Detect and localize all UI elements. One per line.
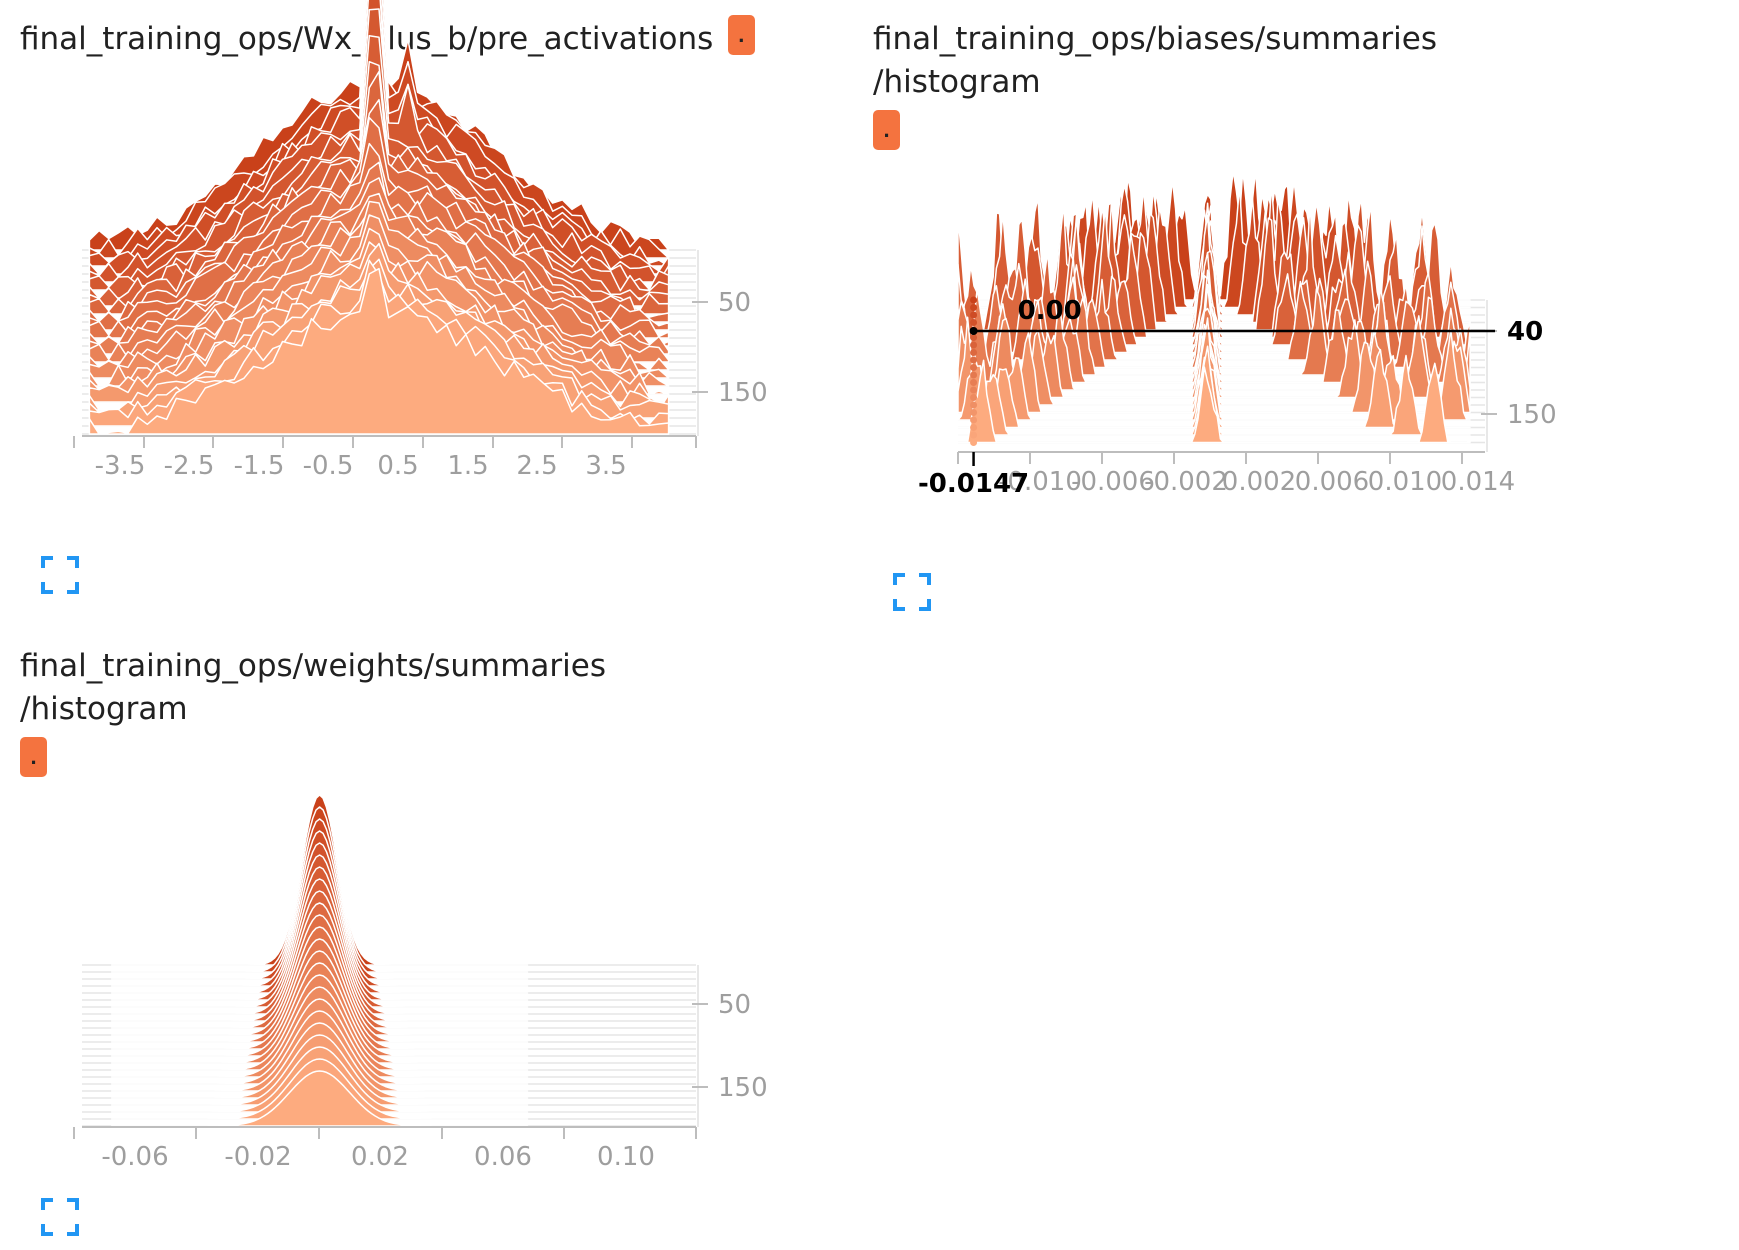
- x-tick-label: 1.5: [447, 451, 488, 481]
- x-tick-label: -0.5: [303, 451, 354, 481]
- step-tick-label: 50: [718, 288, 751, 318]
- hover-dot: [970, 296, 978, 304]
- expand-icon-graphic: [893, 573, 931, 611]
- x-tick-label: 0.006: [1295, 467, 1369, 497]
- histogram-slices: [88, 0, 670, 435]
- hover-dot: [970, 394, 978, 401]
- x-tick-label: -0.06: [101, 1142, 168, 1172]
- hover-dot: [970, 304, 978, 311]
- hover-dot: [970, 334, 978, 341]
- expand-icon-graphic: [41, 556, 79, 594]
- x-tick-label: 0.06: [474, 1142, 532, 1172]
- expand-icon[interactable]: [893, 573, 931, 611]
- expand-icon-graphic: [41, 1198, 79, 1236]
- hover-dot: [970, 311, 978, 319]
- hover-dot: [970, 439, 978, 446]
- expand-icon[interactable]: [41, 1198, 79, 1236]
- hover-dot: [970, 386, 978, 394]
- hover-dot: [970, 319, 978, 326]
- step-tick-label: 150: [718, 1073, 768, 1103]
- x-tick-label: -0.006: [1071, 467, 1155, 497]
- x-tick-label: -0.002: [1144, 467, 1228, 497]
- x-tick-label: 0.5: [377, 451, 418, 481]
- hover-dot: [970, 401, 978, 409]
- x-tick-label: -3.5: [95, 451, 146, 481]
- x-tick-label: -1.5: [234, 451, 285, 481]
- x-tick-label: 3.5: [585, 451, 626, 481]
- expand-icon[interactable]: [41, 556, 79, 594]
- x-tick-label: 0.010: [1368, 467, 1442, 497]
- card-title: final_training_ops/biases/summaries: [873, 21, 1437, 57]
- run-badge-label: .: [738, 22, 745, 47]
- run-badge[interactable]: .: [20, 737, 47, 777]
- run-badge[interactable]: .: [873, 110, 900, 150]
- hover-dot: [970, 341, 978, 349]
- hover-step-label: 40: [1507, 317, 1543, 347]
- histogram-chart-weights[interactable]: -0.06 -0.02 0.02 0.06 0.10 50 150: [70, 794, 770, 1200]
- x-tick-label: 0.02: [351, 1142, 409, 1172]
- hover-dot: [970, 416, 978, 424]
- hover-dot: [970, 409, 978, 416]
- step-tick-label: 150: [1507, 400, 1557, 430]
- run-badge[interactable]: .: [727, 15, 755, 55]
- step-tick-label: 50: [718, 990, 751, 1020]
- hover-dot: [970, 364, 978, 371]
- hover-dot: [970, 349, 978, 356]
- card-title-line2: /histogram: [873, 64, 1041, 100]
- histogram-slice: [957, 329, 1471, 421]
- histogram-slice: [88, 267, 670, 435]
- histogram-card-weights: final_training_ops/weights/summaries /hi…: [20, 645, 606, 777]
- hover-x-label: -0.0147: [918, 469, 1029, 499]
- x-tick-label: -0.010: [998, 467, 1082, 497]
- histogram-slices: [110, 794, 529, 1127]
- hover-value-label: 0.00: [1018, 296, 1082, 326]
- hover-crosshair: 0.00 40 -0.0147: [918, 296, 1543, 499]
- hover-dot: [970, 431, 978, 439]
- hover-point: [969, 327, 978, 335]
- step-axis: 50 150: [692, 250, 768, 436]
- histogram-slice: [957, 359, 1471, 444]
- step-tick-label: 150: [718, 378, 768, 408]
- x-tick-label: 0.014: [1441, 467, 1515, 497]
- hover-dot: [970, 356, 978, 364]
- card-title: final_training_ops/weights/summaries: [20, 648, 607, 684]
- x-tick-label: 0.002: [1222, 467, 1296, 497]
- x-tick-label: -2.5: [164, 451, 215, 481]
- histogram-chart-pre-activations[interactable]: -3.5 -2.5 -1.5 -0.5 0.5 1.5 2.5 3.5 50 150: [70, 0, 770, 550]
- x-tick-label: -0.02: [224, 1142, 291, 1172]
- x-tick-label: 0.10: [597, 1142, 655, 1172]
- hover-dot: [970, 424, 978, 431]
- hover-dot: [970, 379, 978, 386]
- x-tick-label: 2.5: [516, 451, 557, 481]
- histogram-slices: [957, 169, 1471, 444]
- hover-dot: [970, 371, 978, 379]
- x-axis: -3.5 -2.5 -1.5 -0.5 0.5 1.5 2.5 3.5: [73, 435, 697, 481]
- run-badge-label: .: [30, 744, 37, 769]
- run-badge-label: .: [883, 117, 890, 142]
- histogram-card-biases: final_training_ops/biases/summaries /his…: [873, 18, 1437, 150]
- step-axis: 50 150: [692, 965, 768, 1127]
- x-axis: -0.06 -0.02 0.02 0.06 0.10: [73, 1126, 697, 1172]
- card-title-line2: /histogram: [20, 691, 188, 727]
